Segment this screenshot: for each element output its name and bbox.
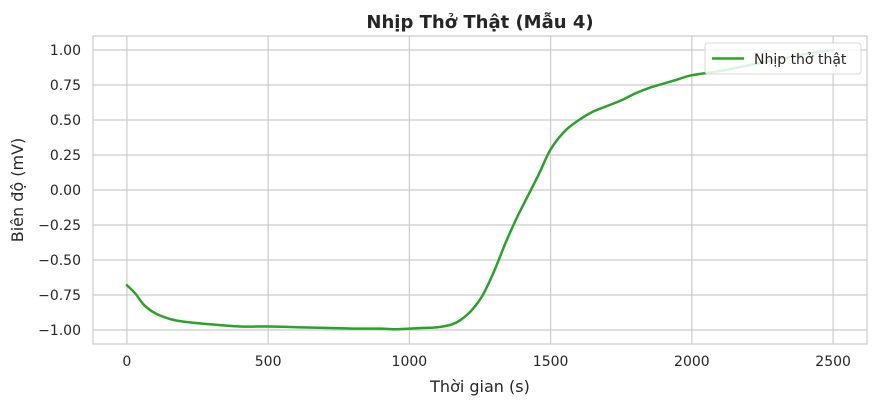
x-tick-label: 500	[255, 354, 282, 370]
y-axis-label: Biên độ (mV)	[8, 138, 27, 243]
legend: Nhịp thở thật	[704, 42, 862, 75]
y-tick-label: −0.25	[38, 218, 81, 234]
x-tick-label: 2500	[815, 354, 851, 370]
legend-label: Nhịp thở thật	[754, 52, 847, 68]
series-group	[125, 48, 835, 331]
y-tick-label: 0.25	[50, 148, 81, 164]
x-tick-label: 0	[122, 354, 131, 370]
y-tick-label: 0.00	[50, 183, 81, 199]
x-tick-label: 2000	[674, 354, 710, 370]
legend-box	[704, 42, 862, 75]
x-axis-label: Thời gian (s)	[429, 377, 530, 396]
y-tick-label: 1.00	[50, 43, 81, 59]
y-tick-label: −0.50	[38, 253, 81, 269]
y-tick-label: 0.75	[50, 78, 81, 94]
chart-title: Nhịp Thở Thật (Mẫu 4)	[366, 11, 593, 33]
y-tick-label: 0.50	[50, 113, 81, 129]
series-line	[125, 48, 835, 331]
y-tick-label: −0.75	[38, 288, 81, 304]
y-tick-label: −1.00	[38, 323, 81, 339]
x-tick-label: 1000	[392, 354, 428, 370]
plot-frame	[92, 35, 868, 345]
ticks: 0 500 1000 1500 2000 2500 −1.00 −0.75 −0.50 −0.25…	[38, 43, 851, 370]
x-tick-label: 1500	[533, 354, 569, 370]
grid	[93, 36, 867, 344]
